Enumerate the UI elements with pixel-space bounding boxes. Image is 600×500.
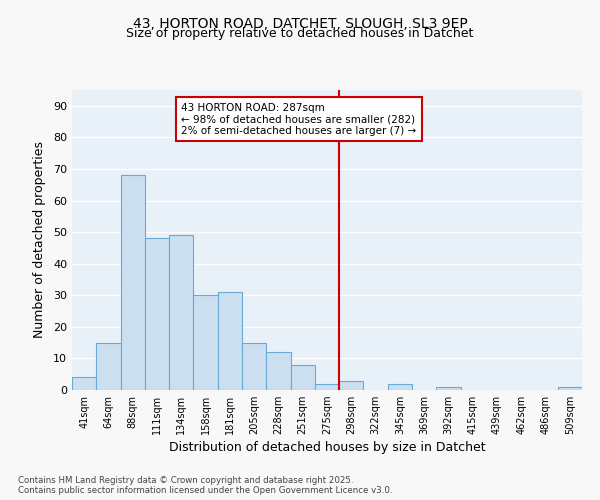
Y-axis label: Number of detached properties: Number of detached properties [33, 142, 46, 338]
Bar [242, 342, 266, 390]
Bar [218, 292, 242, 390]
Text: 43 HORTON ROAD: 287sqm
← 98% of detached houses are smaller (282)
2% of semi-det: 43 HORTON ROAD: 287sqm ← 98% of detached… [181, 102, 416, 136]
Bar [266, 352, 290, 390]
Text: Size of property relative to detached houses in Datchet: Size of property relative to detached ho… [127, 28, 473, 40]
Text: 43, HORTON ROAD, DATCHET, SLOUGH, SL3 9EP: 43, HORTON ROAD, DATCHET, SLOUGH, SL3 9E… [133, 18, 467, 32]
Bar [290, 364, 315, 390]
Text: Contains HM Land Registry data © Crown copyright and database right 2025.
Contai: Contains HM Land Registry data © Crown c… [18, 476, 392, 495]
X-axis label: Distribution of detached houses by size in Datchet: Distribution of detached houses by size … [169, 442, 485, 454]
Bar [558, 387, 582, 390]
Bar [96, 342, 121, 390]
Bar [193, 296, 218, 390]
Bar [315, 384, 339, 390]
Bar [388, 384, 412, 390]
Bar [121, 176, 145, 390]
Bar [169, 236, 193, 390]
Bar [145, 238, 169, 390]
Bar [72, 378, 96, 390]
Bar [436, 387, 461, 390]
Bar [339, 380, 364, 390]
